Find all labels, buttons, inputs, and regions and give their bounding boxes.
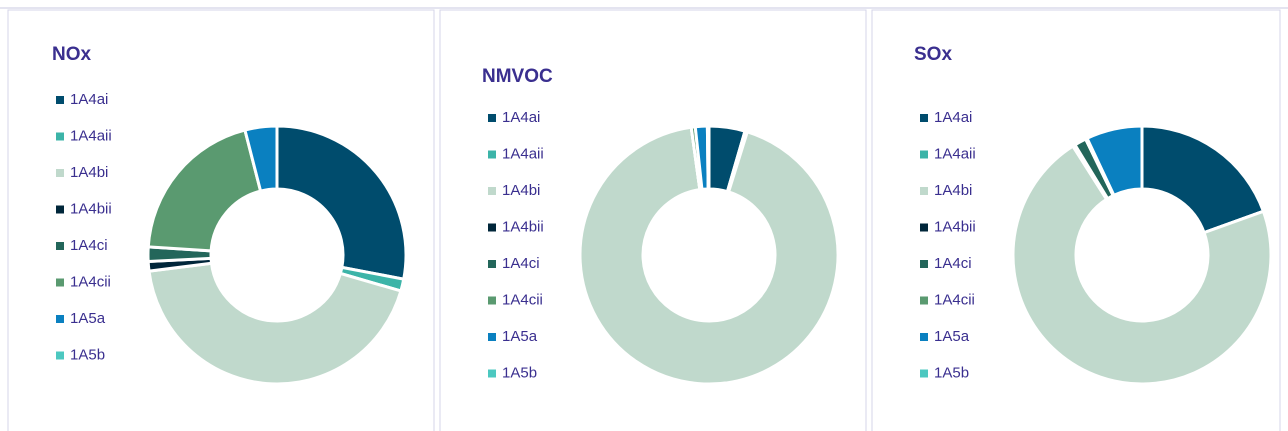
legend-swatch (488, 187, 496, 195)
chart-title: SOx (914, 44, 952, 65)
legend-label: 1A4aii (934, 145, 976, 162)
legend-label: 1A4ai (934, 109, 972, 126)
legend-swatch (920, 187, 928, 195)
legend-label: 1A5b (934, 364, 969, 381)
legend-swatch (920, 260, 928, 268)
legend-swatch (488, 333, 496, 341)
legend-label: 1A4aii (70, 127, 112, 144)
legend-label: 1A5b (70, 346, 105, 363)
panel (7, 9, 435, 431)
legend-label: 1A4ai (502, 109, 540, 126)
legend-label: 1A4ci (502, 255, 540, 272)
legend-label: 1A4ci (70, 237, 108, 254)
legend-label: 1A4aii (502, 145, 544, 162)
legend-swatch (56, 242, 64, 250)
donut-slice (275, 124, 408, 281)
panel (439, 9, 867, 431)
legend-swatch (920, 296, 928, 305)
legend-label: 1A4bi (70, 164, 108, 181)
legend-label: 1A5a (934, 328, 970, 345)
legend-label: 1A5a (502, 328, 538, 345)
legend-swatch (56, 205, 64, 214)
legend-label: 1A4bii (70, 200, 112, 217)
legend-label: 1A4ai (70, 91, 108, 108)
panel (871, 9, 1281, 431)
legend-swatch (56, 169, 64, 177)
chart-title: NOx (52, 44, 92, 65)
legend-label: 1A4bii (934, 218, 976, 235)
legend-label: 1A4cii (70, 273, 111, 290)
legend-swatch (488, 296, 496, 305)
legend-label: 1A4bii (502, 218, 544, 235)
donut-slice (1011, 144, 1273, 386)
legend-swatch (56, 132, 64, 141)
legend-swatch (56, 278, 64, 287)
legend-swatch (488, 260, 496, 268)
legend-swatch (920, 223, 928, 232)
legend-label: 1A5b (502, 364, 537, 381)
donut-slice (146, 128, 263, 253)
legend-label: 1A4ci (934, 255, 972, 272)
donut-slice (705, 124, 711, 191)
legend-label: 1A4bi (934, 182, 972, 199)
legend-swatch (56, 96, 64, 104)
legend-swatch (488, 150, 496, 159)
legend-swatch (920, 150, 928, 159)
legend-swatch (920, 369, 928, 378)
legend-swatch (488, 223, 496, 232)
legend-swatch (920, 114, 928, 122)
legend-swatch (920, 333, 928, 341)
chart-title: NMVOC (482, 66, 553, 87)
donut-slice (147, 261, 403, 386)
legend-swatch (56, 315, 64, 323)
legend-label: 1A4cii (502, 291, 543, 308)
legend-swatch (488, 369, 496, 378)
legend-swatch (56, 351, 64, 360)
donut-slice (578, 125, 840, 386)
legend-label: 1A4cii (934, 291, 975, 308)
legend-label: 1A5a (70, 310, 106, 327)
legend-label: 1A4bi (502, 182, 540, 199)
legend-swatch (488, 114, 496, 122)
donut-slice (1140, 124, 1266, 235)
